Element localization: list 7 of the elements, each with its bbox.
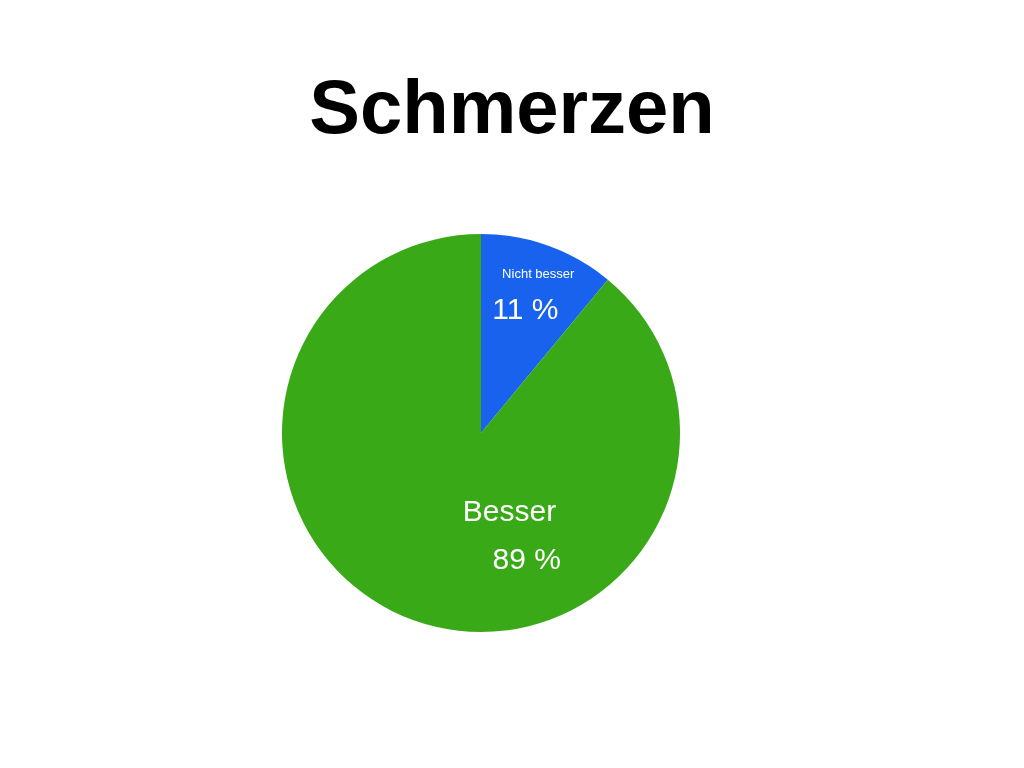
data-label: 89 % xyxy=(492,542,561,576)
chart-title: Schmerzen xyxy=(309,64,715,149)
slice-label: Besser xyxy=(462,494,557,528)
slice-label: Nicht besser xyxy=(502,265,576,281)
pie-slice xyxy=(481,234,608,433)
data-label: 11 % xyxy=(492,291,559,325)
pie-slice xyxy=(282,234,680,632)
